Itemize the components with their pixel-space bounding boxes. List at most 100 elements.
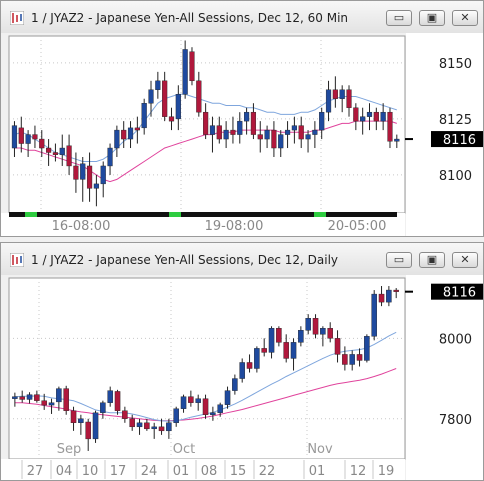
candle-body bbox=[257, 134, 263, 140]
candle-body bbox=[202, 398, 209, 415]
y-tick-label: 8100 bbox=[439, 169, 472, 184]
candle-body bbox=[32, 134, 38, 140]
candle-body bbox=[239, 362, 245, 379]
chart-window-daily: 1 / JYAZ2 - Japanese Yen-All Sessions, D… bbox=[0, 242, 484, 481]
minimize-button[interactable]: ▭ bbox=[386, 10, 412, 26]
x-tick-label: 16-08:00 bbox=[52, 219, 111, 234]
candle-body bbox=[168, 116, 175, 122]
candle-body bbox=[122, 410, 128, 419]
candle-body bbox=[209, 125, 216, 135]
candle-body bbox=[26, 394, 33, 400]
candle-body bbox=[12, 396, 18, 399]
session-marker bbox=[314, 212, 326, 217]
candle-body bbox=[232, 378, 238, 391]
x-tick-label: 12 bbox=[350, 464, 367, 479]
candle-body bbox=[339, 89, 345, 99]
candle-body bbox=[268, 328, 275, 353]
candle-body bbox=[100, 402, 106, 413]
candle-body bbox=[373, 111, 379, 122]
candle-body bbox=[41, 400, 47, 406]
restore-button[interactable]: ▣ bbox=[419, 252, 445, 268]
candle-body bbox=[141, 103, 147, 129]
candle-body bbox=[144, 422, 150, 430]
y-tick-label: 8150 bbox=[439, 57, 472, 72]
candle-body bbox=[217, 404, 223, 413]
candle-body bbox=[18, 127, 24, 144]
candle-body bbox=[107, 390, 113, 403]
minimize-button[interactable]: ▭ bbox=[386, 252, 412, 268]
candle-body bbox=[114, 129, 120, 149]
candle-body bbox=[39, 138, 45, 149]
candle-body bbox=[271, 129, 277, 149]
close-button[interactable]: ✕ bbox=[452, 10, 478, 26]
candle-body bbox=[203, 111, 209, 135]
session-marker bbox=[169, 212, 181, 217]
minimize-icon: ▭ bbox=[393, 11, 405, 24]
y-tick-label: 7800 bbox=[439, 413, 472, 428]
candle-body bbox=[188, 396, 194, 403]
chart-app-icon bbox=[10, 11, 24, 25]
restore-icon: ▣ bbox=[426, 11, 438, 24]
candle-body bbox=[92, 412, 99, 440]
window-title: 1 / JYAZ2 - Japanese Yen-All Sessions, D… bbox=[31, 11, 349, 25]
candle-body bbox=[364, 336, 370, 361]
candle-body bbox=[223, 129, 229, 140]
candle-body bbox=[291, 125, 297, 131]
month-label: Oct bbox=[173, 442, 195, 457]
candle-body bbox=[360, 116, 366, 122]
candle-body bbox=[127, 127, 134, 140]
candle-body bbox=[100, 165, 106, 185]
candle-body bbox=[63, 388, 69, 411]
candle-body bbox=[196, 80, 202, 113]
x-tick-label: 19 bbox=[378, 464, 395, 479]
candle-body bbox=[107, 147, 113, 167]
close-icon: ✕ bbox=[460, 11, 470, 24]
last-price-label: 8116 bbox=[443, 133, 476, 148]
last-price-box bbox=[431, 131, 483, 148]
candle-body bbox=[189, 51, 195, 82]
hourly-price-chart[interactable]: 8100 8125 8150 8116 16-08:00 19-08:00 20-05:00 bbox=[1, 33, 483, 236]
candle-body bbox=[320, 328, 326, 335]
candle-body bbox=[230, 129, 236, 135]
candle-body bbox=[332, 89, 338, 99]
window-title-bar[interactable]: 1 / JYAZ2 - Japanese Yen-All Sessions, D… bbox=[1, 1, 483, 33]
candle-body bbox=[298, 330, 304, 343]
candle-body bbox=[278, 134, 284, 149]
candle-body bbox=[155, 80, 161, 90]
candle-body bbox=[283, 342, 289, 359]
y-tick-label: 8125 bbox=[439, 113, 472, 128]
restore-button[interactable]: ▣ bbox=[419, 10, 445, 26]
candle-body bbox=[342, 354, 348, 365]
window-title: 1 / JYAZ2 - Japanese Yen-All Sessions, D… bbox=[31, 253, 339, 267]
candle-body bbox=[182, 49, 188, 95]
last-price-label: 8116 bbox=[443, 286, 476, 301]
candle-body bbox=[305, 318, 311, 331]
candle-body bbox=[246, 362, 253, 369]
candle-body bbox=[312, 129, 318, 135]
candle-body bbox=[237, 120, 243, 135]
candle-body bbox=[366, 111, 373, 117]
x-tick-label: 01 bbox=[173, 464, 190, 479]
candle-body bbox=[66, 145, 72, 167]
candle-body bbox=[59, 147, 65, 155]
price-axis-area bbox=[406, 275, 483, 480]
candle-body bbox=[180, 396, 187, 409]
time-axis-area bbox=[1, 213, 405, 236]
session-bar bbox=[9, 212, 397, 217]
daily-price-chart[interactable]: 7800 8000 8116 Sep Oct Nov 27 04 10 17 24 01 08 15 22 0… bbox=[1, 275, 483, 480]
candle-body bbox=[158, 426, 165, 432]
candle-body bbox=[353, 107, 359, 122]
candle-body bbox=[394, 138, 400, 142]
window-title-bar[interactable]: 1 / JYAZ2 - Japanese Yen-All Sessions, D… bbox=[1, 243, 483, 275]
candle-body bbox=[148, 89, 154, 104]
candle-body bbox=[380, 111, 386, 122]
y-tick-label: 8000 bbox=[439, 332, 472, 347]
close-button[interactable]: ✕ bbox=[452, 252, 478, 268]
candle-body bbox=[319, 111, 325, 131]
candle-body bbox=[114, 391, 121, 411]
candle-body bbox=[134, 127, 140, 131]
candle-body bbox=[151, 426, 157, 430]
x-tick-label: 01 bbox=[309, 464, 326, 479]
candle-body bbox=[73, 165, 79, 180]
candle-body bbox=[52, 152, 59, 155]
